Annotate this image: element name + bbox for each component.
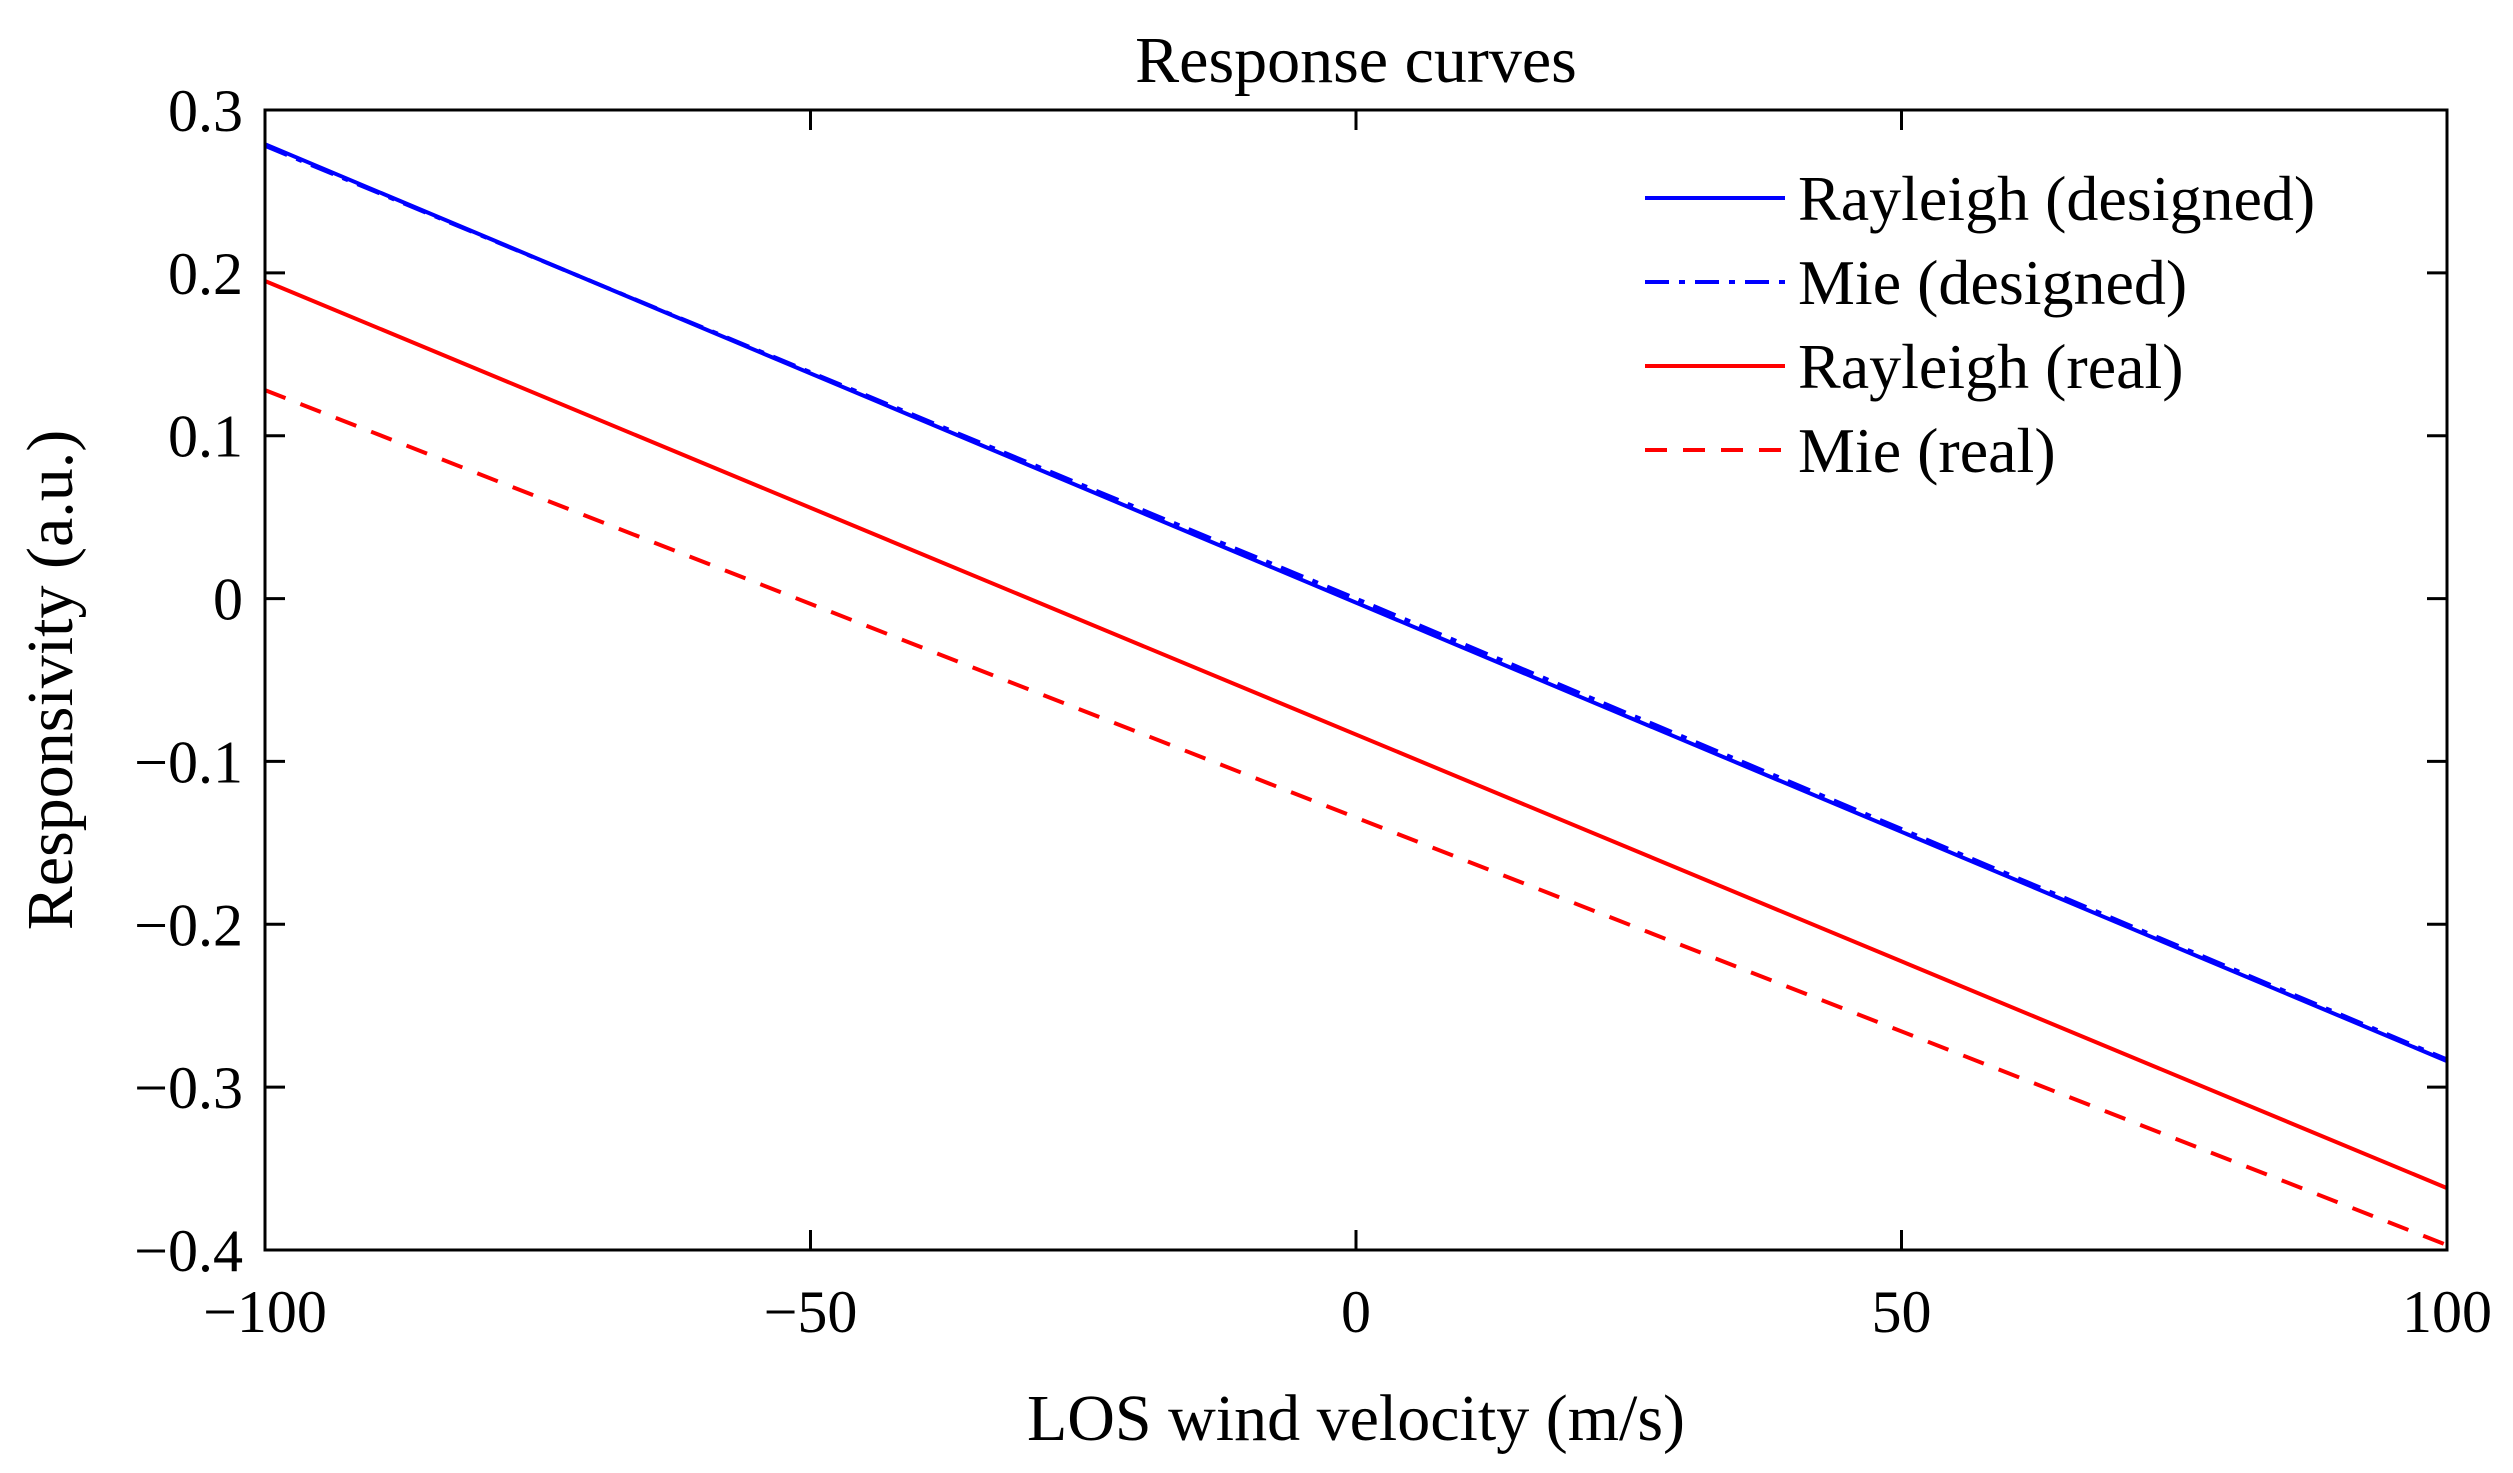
legend-label-4: Mie (real) — [1798, 415, 2056, 486]
chart-title: Response curves — [1135, 24, 1577, 97]
legend: Rayleigh (designed) Mie (designed) Rayleig… — [1645, 163, 2315, 486]
x-tick-label: 50 — [1872, 1279, 1932, 1345]
x-tick-label: −50 — [764, 1279, 858, 1345]
series-line-3 — [264, 279, 2448, 1190]
series-layer — [264, 142, 2448, 1247]
y-tick-label: −0.4 — [134, 1218, 243, 1284]
y-tick-label: 0.1 — [168, 404, 243, 470]
axis-ticks — [263, 108, 2449, 1252]
y-tick-label: 0 — [213, 567, 243, 633]
y-tick-label: 0.2 — [168, 241, 243, 307]
y-tick-labels: 0.3 0.2 0.1 0 −0.1 −0.2 −0.3 −0.4 — [134, 78, 243, 1284]
x-tick-label: −100 — [203, 1279, 327, 1345]
y-tick-label: −0.3 — [134, 1055, 243, 1121]
legend-label-3: Rayleigh (real) — [1798, 331, 2184, 402]
legend-label-1: Rayleigh (designed) — [1798, 163, 2315, 234]
x-axis-label: LOS wind velocity (m/s) — [1027, 1382, 1685, 1455]
series-line-1 — [264, 142, 2448, 1063]
series-line-2 — [264, 143, 2448, 1062]
y-axis-label: Responsivity (a.u.) — [14, 430, 87, 930]
y-tick-label: −0.1 — [134, 729, 243, 795]
y-tick-label: −0.2 — [134, 892, 243, 958]
series-line-4 — [264, 388, 2448, 1247]
x-tick-label: 0 — [1341, 1279, 1371, 1345]
x-tick-labels: −100 −50 0 50 100 — [203, 1279, 2492, 1345]
x-tick-label: 100 — [2402, 1279, 2492, 1345]
legend-label-2: Mie (designed) — [1798, 247, 2187, 318]
y-tick-label: 0.3 — [168, 78, 243, 144]
